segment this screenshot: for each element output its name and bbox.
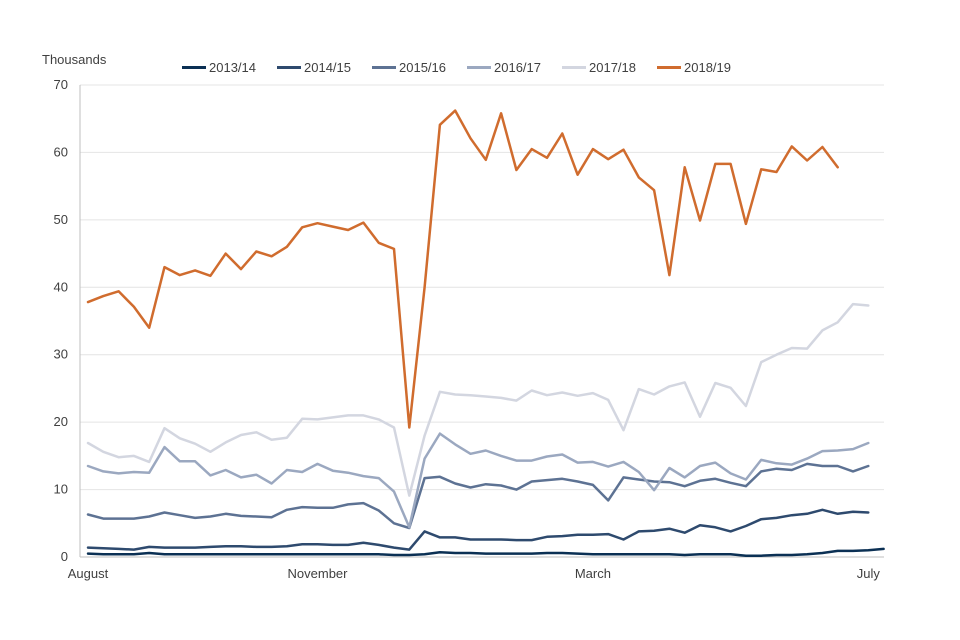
- legend-swatch: [467, 66, 491, 69]
- legend-item: 2017/18: [562, 60, 636, 75]
- x-axis-ticks: August November March July: [68, 566, 881, 581]
- legend-label: 2018/19: [684, 60, 731, 75]
- gridlines: [80, 84, 884, 491]
- legend-item: 2013/14: [182, 60, 256, 75]
- legend-label: 2017/18: [589, 60, 636, 75]
- y-axis-ticks: 0 10 20 30 40 50 60 70: [54, 77, 68, 564]
- x-tick-label: March: [575, 566, 611, 581]
- series-line-2015-16: [86, 462, 870, 530]
- series-line-2013-14: [86, 547, 885, 557]
- y-tick-label: 20: [54, 414, 68, 429]
- legend-item: 2018/19: [657, 60, 731, 75]
- y-tick-label: 70: [54, 77, 68, 92]
- axes: [79, 85, 884, 558]
- y-tick-label: 40: [54, 279, 68, 294]
- series-line-2018-19: [86, 109, 839, 429]
- legend-label: 2014/15: [304, 60, 351, 75]
- y-axis-unit-label: Thousands: [42, 52, 107, 67]
- legend-swatch: [657, 66, 681, 69]
- legend-label: 2013/14: [209, 60, 256, 75]
- legend-swatch: [277, 66, 301, 69]
- legend-swatch: [562, 66, 586, 69]
- legend: 2013/14 2014/15 2015/16 2016/17 2017/18 2018/…: [182, 60, 731, 75]
- legend-label: 2016/17: [494, 60, 541, 75]
- y-tick-label: 0: [61, 549, 68, 564]
- legend-item: 2014/15: [277, 60, 351, 75]
- x-tick-label: August: [68, 566, 109, 581]
- legend-label: 2015/16: [399, 60, 446, 75]
- legend-swatch: [182, 66, 206, 69]
- series-line-2016-17: [86, 432, 870, 529]
- y-tick-label: 30: [54, 347, 68, 362]
- x-tick-label: November: [288, 566, 349, 581]
- series-lines: [86, 109, 885, 557]
- series-line-2017-18: [86, 302, 870, 497]
- legend-item: 2016/17: [467, 60, 541, 75]
- y-tick-label: 50: [54, 212, 68, 227]
- y-tick-label: 60: [54, 144, 68, 159]
- series-line-2014-15: [86, 508, 870, 551]
- legend-swatch: [372, 66, 396, 69]
- x-tick-label: July: [857, 566, 881, 581]
- legend-item: 2015/16: [372, 60, 446, 75]
- y-tick-label: 10: [54, 482, 68, 497]
